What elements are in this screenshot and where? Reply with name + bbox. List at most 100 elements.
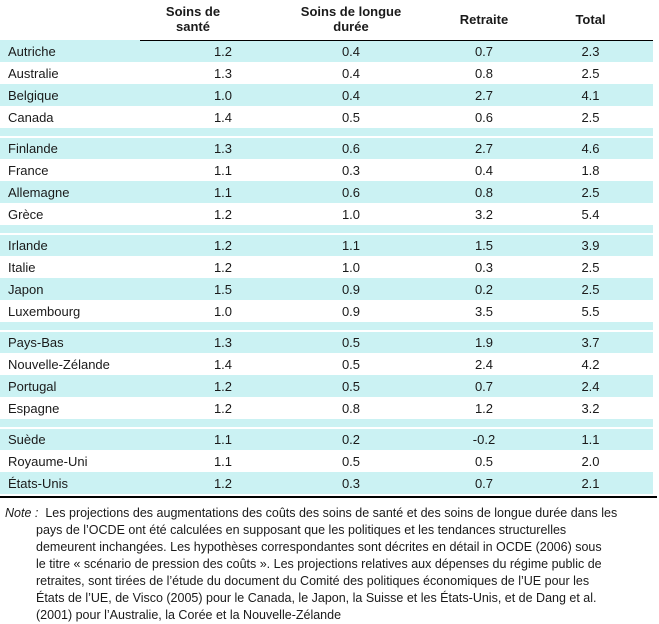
value-cell: 1.2 — [152, 472, 282, 494]
value-cell: 2.3 — [548, 40, 653, 62]
table-row: États-Unis 1.2 0.3 0.7 2.1 — [0, 472, 653, 494]
note-line: retraites, sont tirées de l’étude du doc… — [36, 574, 590, 588]
header-row: Soins de santé Soins de longue durée Ret… — [0, 0, 653, 40]
table-row: Royaume-Uni 1.1 0.5 0.5 2.0 — [0, 450, 653, 472]
table-row: Belgique 1.0 0.4 2.7 4.1 — [0, 84, 653, 106]
note-line: Note : Les projections des augmentations … — [0, 505, 659, 522]
value-cell: 0.5 — [282, 375, 420, 397]
group-spacer-row — [0, 128, 653, 138]
value-cell: 0.3 — [341, 162, 361, 178]
value-cell: 2.5 — [548, 278, 653, 300]
value-cell: 0.9 — [341, 303, 361, 319]
table-row: France 1.1 0.3 0.4 1.8 — [0, 159, 653, 181]
column-header-soins-de-sante: Soins de santé — [165, 4, 221, 34]
value-cell: 3.9 — [548, 234, 653, 256]
table-row: Espagne 1.2 0.8 1.2 3.2 — [0, 397, 653, 419]
value-cell: 2.5 — [581, 109, 600, 125]
value-cell: 1.2 — [213, 206, 233, 222]
value-cell: 0.6 — [282, 137, 420, 159]
column-header-soins-de-longue-duree: Soins de longue durée — [300, 4, 402, 34]
value-cell: 5.4 — [581, 206, 600, 222]
table-row: Allemagne 1.1 0.6 0.8 2.5 — [0, 181, 653, 203]
value-cell: 1.4 — [213, 109, 233, 125]
note-label: Note : — [5, 506, 39, 520]
country-cell: Nouvelle-Zélande — [8, 356, 110, 372]
table-row: Grèce 1.2 1.0 3.2 5.4 — [0, 203, 653, 225]
value-cell: 1.5 — [420, 234, 548, 256]
value-cell: 2.4 — [474, 356, 494, 372]
country-cell: Royaume-Uni — [8, 453, 88, 469]
value-cell: 0.7 — [420, 472, 548, 494]
country-cell: Irlande — [0, 234, 152, 256]
value-cell: 1.0 — [341, 259, 361, 275]
value-cell: 1.2 — [152, 40, 282, 62]
note-line: demeurent inchangées. Les hypothèses cor… — [36, 540, 602, 554]
value-cell: 1.1 — [213, 453, 233, 469]
value-cell: 1.2 — [152, 375, 282, 397]
value-cell: 4.1 — [548, 84, 653, 106]
table-row: Suède 1.1 0.2 -0.2 1.1 — [0, 428, 653, 450]
country-cell: Canada — [8, 109, 54, 125]
group-spacer-cell — [0, 419, 653, 429]
value-cell: 2.1 — [548, 472, 653, 494]
value-cell: 4.2 — [581, 356, 600, 372]
value-cell: 4.6 — [548, 137, 653, 159]
country-cell: Espagne — [8, 400, 60, 416]
cost-projections-table: Soins de santé Soins de longue durée Ret… — [0, 0, 653, 494]
value-cell: 0.8 — [420, 181, 548, 203]
value-cell: 2.7 — [420, 84, 548, 106]
value-cell: 1.9 — [420, 331, 548, 353]
value-cell: 1.3 — [152, 137, 282, 159]
table-row: Japon 1.5 0.9 0.2 2.5 — [0, 278, 653, 300]
note-line: (2001) pour l’Australie, la Corée et la … — [36, 608, 342, 622]
group-spacer-cell — [0, 225, 653, 235]
value-cell: 0.7 — [420, 375, 548, 397]
table-row: Finlande 1.3 0.6 2.7 4.6 — [0, 137, 653, 159]
table-row: Nouvelle-Zélande 1.4 0.5 2.4 4.2 — [0, 353, 653, 375]
value-cell: 1.1 — [213, 162, 233, 178]
value-cell: 2.5 — [581, 65, 600, 81]
table-row: Irlande 1.2 1.1 1.5 3.9 — [0, 234, 653, 256]
value-cell: 1.3 — [213, 65, 233, 81]
note-line: le titre « scénario de pression des coût… — [36, 557, 602, 571]
group-spacer-row — [0, 225, 653, 235]
value-cell: 1.2 — [213, 259, 233, 275]
value-cell: 1.0 — [341, 206, 361, 222]
value-cell: 0.7 — [420, 40, 548, 62]
header-divider-rule — [140, 40, 653, 41]
value-cell: 2.0 — [581, 453, 600, 469]
value-cell: 1.2 — [474, 400, 494, 416]
value-cell: 1.1 — [548, 428, 653, 450]
value-cell: 2.7 — [420, 137, 548, 159]
note-line: pays de l’OCDE ont été calculées en supp… — [36, 523, 567, 537]
country-cell: Allemagne — [0, 181, 152, 203]
value-cell: -0.2 — [420, 428, 548, 450]
value-cell: 1.2 — [152, 234, 282, 256]
note-text: Les projections des augmentations des co… — [45, 506, 618, 520]
group-spacer-row — [0, 419, 653, 429]
table-note: Note : Les projections des augmentations … — [0, 505, 659, 624]
value-cell: 0.2 — [282, 428, 420, 450]
value-cell: 2.5 — [548, 181, 653, 203]
value-cell: 1.2 — [213, 400, 233, 416]
column-header-total: Total — [575, 11, 606, 27]
table-row: Pays-Bas 1.3 0.5 1.9 3.7 — [0, 331, 653, 353]
value-cell: 0.2 — [420, 278, 548, 300]
table-row: Canada 1.4 0.5 0.6 2.5 — [0, 106, 653, 128]
value-cell: 0.4 — [474, 162, 494, 178]
country-cell: Grèce — [8, 206, 44, 222]
value-cell: 1.8 — [581, 162, 600, 178]
value-cell: 0.6 — [474, 109, 494, 125]
table-row: Australie 1.3 0.4 0.8 2.5 — [0, 62, 653, 84]
country-cell: Luxembourg — [8, 303, 81, 319]
value-cell: 1.3 — [152, 331, 282, 353]
value-cell: 0.4 — [282, 84, 420, 106]
value-cell: 3.5 — [474, 303, 494, 319]
value-cell: 0.3 — [282, 472, 420, 494]
value-cell: 0.5 — [282, 331, 420, 353]
column-header-country — [0, 0, 152, 40]
value-cell: 1.1 — [152, 428, 282, 450]
note-line: États de l’UE, de Visco (2005) pour le C… — [36, 591, 597, 605]
value-cell: 2.4 — [548, 375, 653, 397]
country-cell: Finlande — [0, 137, 152, 159]
